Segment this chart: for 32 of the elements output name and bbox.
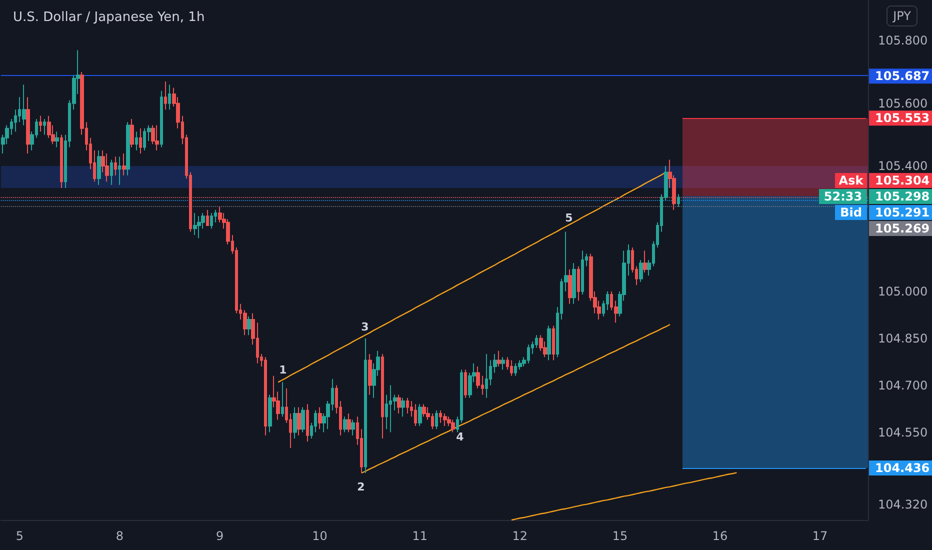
x-tick-label: 9: [216, 529, 224, 543]
y-tick-label: 105.000: [878, 284, 928, 298]
annotation: 1: [279, 364, 287, 376]
x-tick-label: 15: [612, 529, 628, 543]
ref-line-label: 105.553: [875, 111, 930, 126]
text: U.S. Dollar / Japanese Yen, 1h: [13, 10, 205, 25]
y-tick-label: 104.320: [878, 497, 928, 512]
ref-line-label: Ask 105.304: [838, 174, 930, 188]
text: JPY: [892, 9, 912, 23]
annotation: 4: [456, 430, 464, 444]
annotation: 3: [361, 320, 369, 334]
ref-line-label: Bid 105.291: [840, 206, 930, 220]
ref-line-label: 105.298: [875, 190, 930, 204]
y-tick-label: 104.850: [878, 331, 928, 346]
ref-line-label: 105.269: [875, 222, 930, 236]
y-tick-label: 105.800: [878, 34, 928, 48]
annotation: 2: [357, 480, 365, 494]
ref-line-label: 104.436: [875, 461, 930, 475]
x-tick-label: 17: [812, 529, 828, 543]
y-tick-label: 105.600: [878, 96, 928, 110]
x-tick-label: 12: [512, 529, 528, 543]
x-tick-label: 8: [116, 529, 124, 543]
y-tick-label: 105.400: [878, 159, 928, 174]
annotation: 52:33: [824, 190, 862, 204]
annotation: 5: [565, 212, 573, 224]
y-tick-label: 104.700: [878, 378, 928, 392]
y-tick-label: 104.550: [878, 425, 928, 440]
x-tick-label: 10: [312, 529, 328, 543]
ref-line-label: 105.687: [875, 69, 930, 84]
x-tick-label: 16: [712, 529, 728, 543]
x-tick-label: 5: [16, 529, 24, 543]
x-tick-label: 11: [412, 529, 428, 543]
